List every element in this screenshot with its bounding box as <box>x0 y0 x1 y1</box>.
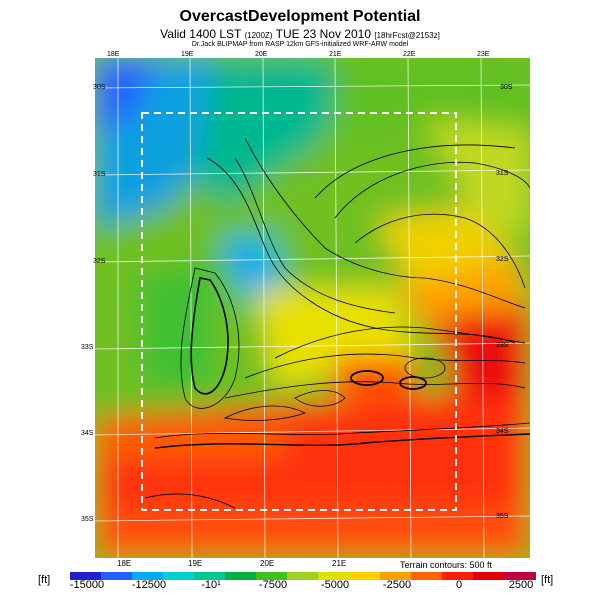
colorbar-tick-label: 0 <box>455 579 463 591</box>
forecast-info: [18hrFcst@2153z] <box>374 31 440 40</box>
colorbar-segment <box>194 572 226 580</box>
colorbar-tick-label: -12500 <box>131 579 167 591</box>
colorbar-tick-label: -2500 <box>382 579 412 591</box>
lat-label-left: 32S <box>93 258 106 265</box>
lon-label-top: 18E <box>107 51 120 58</box>
model-credit: Dr.Jack BLIPMAP from RASP 12km GFS-initi… <box>191 41 409 48</box>
lon-label-bottom: 20E <box>260 559 275 568</box>
lat-label-left: 31S <box>93 171 106 178</box>
colorbar-tick-label: -5000 <box>320 579 350 591</box>
lat-label-left: 30S <box>93 84 106 91</box>
lon-label-bottom: 21E <box>332 559 347 568</box>
map-subtitle: Valid 1400 LST (1200Z) TUE 23 Nov 2010 [… <box>0 27 600 41</box>
lat-label-left: 33S <box>81 344 94 351</box>
forecast-map <box>95 58 530 558</box>
colorbar-tick-label: 2500 <box>508 579 534 591</box>
colorbar-segment <box>163 572 195 580</box>
colorbar-segment <box>256 572 288 580</box>
colorbar <box>70 572 536 580</box>
lat-label-left: 34S <box>81 430 94 437</box>
lat-label-right: 30S <box>500 84 513 91</box>
colorbar-tick-label: -15000 <box>69 579 105 591</box>
potential-field <box>95 58 530 558</box>
colorbar-segment <box>411 572 443 580</box>
colorbar-segment <box>473 572 505 580</box>
lon-label-top: 19E <box>181 51 194 58</box>
lat-label-right: 34S <box>496 428 509 435</box>
colorbar-segment <box>225 572 257 580</box>
colorbar-segment <box>318 572 350 580</box>
colorbar-unit-right: [ft] <box>541 574 554 586</box>
inner-domain-box <box>141 112 457 511</box>
map-title: OvercastDevelopment Potential <box>179 8 421 25</box>
lat-label-right: 31S <box>496 170 509 177</box>
colorbar-segment <box>349 572 381 580</box>
colorbar-segment <box>442 572 474 580</box>
utc-time: (1200Z) <box>244 31 273 40</box>
colorbar-unit-left: [ft] <box>38 574 51 586</box>
lon-label-top: 22E <box>403 51 416 58</box>
colorbar-segment <box>70 572 102 580</box>
colorbar-segment <box>504 572 536 580</box>
lon-label-top: 23E <box>477 51 490 58</box>
lat-label-right: 32S <box>496 256 509 263</box>
lon-label-bottom: 18E <box>117 559 132 568</box>
colorbar-segment <box>101 572 133 580</box>
lat-label-left: 35S <box>81 516 94 523</box>
colorbar-segment <box>132 572 164 580</box>
terrain-contours <box>144 137 530 509</box>
lat-label-right: 35S <box>496 513 509 520</box>
lon-label-top: 20E <box>255 51 268 58</box>
lon-label-top: 21E <box>329 51 342 58</box>
valid-date: TUE 23 Nov 2010 <box>275 27 371 41</box>
colorbar-segment <box>287 572 319 580</box>
lon-label-bottom: 19E <box>188 559 203 568</box>
colorbar-segment <box>380 572 412 580</box>
terrain-contour-note: Terrain contours: 500 ft <box>400 560 493 570</box>
valid-time: Valid 1400 LST <box>160 27 242 41</box>
colorbar-tick-label: -10¹ <box>201 579 221 591</box>
lat-label-right: 33S <box>496 342 509 349</box>
graticule <box>95 58 530 558</box>
colorbar-tick-label: -7500 <box>258 579 288 591</box>
